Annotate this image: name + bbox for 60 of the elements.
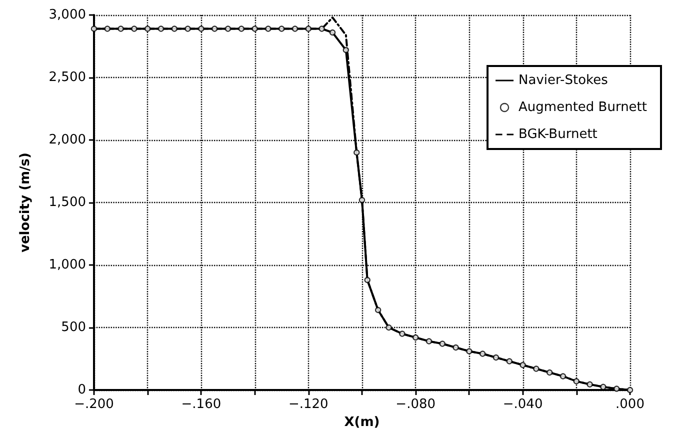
point	[118, 26, 124, 32]
point	[386, 324, 392, 331]
point	[399, 330, 406, 337]
y-tick-label: 1,500	[48, 195, 86, 210]
point	[329, 29, 336, 36]
point	[364, 276, 370, 284]
x-tick-label: −.080	[396, 397, 436, 412]
point	[278, 26, 285, 32]
point	[439, 340, 446, 347]
point	[184, 26, 191, 32]
point	[614, 386, 620, 392]
point	[560, 373, 566, 380]
point	[292, 26, 298, 32]
y-tick-label: 2,500	[48, 70, 86, 85]
point	[573, 378, 580, 384]
legend-label: Augmented Burnett	[518, 100, 648, 115]
point	[586, 381, 593, 388]
legend-label: Navier-Stokes	[518, 73, 608, 88]
y-axis-title: velocity (m/s)	[18, 152, 33, 252]
point	[466, 348, 472, 354]
point	[158, 26, 164, 32]
y-tick-label: 0	[78, 382, 86, 398]
x-axis-title: X(m)	[344, 414, 380, 430]
point	[131, 26, 138, 32]
point	[354, 149, 360, 156]
y-tick-label: 2,000	[48, 132, 86, 148]
point	[600, 384, 606, 390]
point	[265, 26, 272, 32]
point	[104, 26, 110, 32]
point	[238, 26, 244, 32]
point	[412, 334, 419, 341]
point	[252, 26, 258, 32]
point	[480, 350, 486, 357]
point	[305, 26, 312, 32]
point	[374, 306, 382, 314]
point	[318, 26, 325, 32]
point	[144, 26, 151, 32]
x-tick-label: −.040	[502, 397, 543, 412]
point	[212, 26, 218, 32]
point	[452, 344, 459, 351]
y-tick-label: 3,000	[48, 8, 86, 22]
point	[533, 366, 540, 372]
point	[342, 46, 350, 54]
point	[198, 26, 204, 32]
point	[224, 26, 232, 32]
y-tick-label: 500	[61, 320, 86, 335]
legend-label: BGK-Burnett	[518, 127, 598, 142]
x-tick-label: −.160	[181, 397, 222, 412]
point	[546, 369, 553, 376]
point	[171, 26, 178, 32]
point	[506, 358, 512, 364]
point	[426, 338, 432, 344]
point	[90, 26, 98, 32]
x-tick-label: −.120	[288, 397, 328, 412]
x-tick-label: −.200	[74, 397, 114, 412]
point	[492, 354, 500, 361]
point	[520, 362, 526, 368]
x-tick-label: .000	[616, 397, 644, 412]
point	[358, 196, 366, 204]
y-tick-label: 1,000	[48, 258, 86, 272]
